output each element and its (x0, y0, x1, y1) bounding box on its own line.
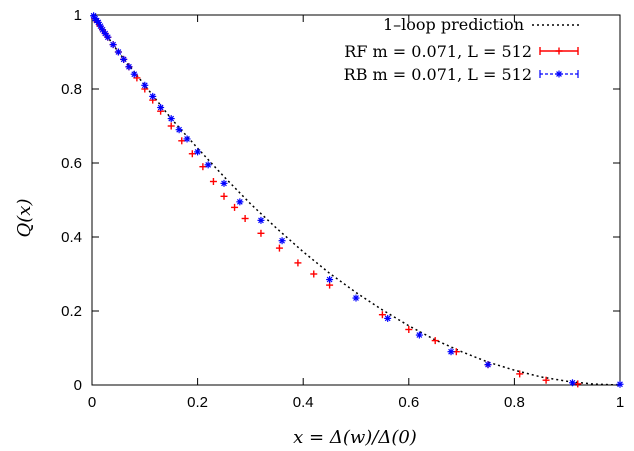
x-tick-label: 0.4 (293, 394, 314, 411)
x-tick-label: 0 (88, 394, 96, 411)
y-tick-label: 0.2 (61, 303, 82, 320)
legend-sample-rb (539, 70, 579, 78)
rb-point (257, 216, 265, 224)
rb-point (616, 380, 624, 388)
legend-label-rb: RB m = 0.071, L = 512 (344, 65, 532, 84)
rf-point (220, 192, 228, 200)
y-tick-label: 1 (74, 7, 82, 24)
legend-sample-rf (539, 47, 579, 55)
rf-point (209, 178, 217, 185)
rb-point (167, 115, 175, 123)
plot-border (91, 14, 621, 386)
plot-frame (91, 14, 621, 386)
legend-marker-rb (555, 70, 563, 78)
prediction-curve (91, 14, 621, 386)
rf-point (257, 229, 265, 237)
rb-point (149, 92, 157, 100)
rf-point (199, 163, 207, 171)
rb-point (104, 33, 112, 41)
plot-series (90, 12, 624, 388)
legend-label-prediction: 1–loop prediction (383, 15, 524, 34)
rf-point (294, 259, 302, 267)
rb-point (130, 70, 138, 78)
rb-point (352, 294, 360, 302)
rf-point (431, 337, 439, 345)
rb-point (484, 361, 492, 369)
rf-point (241, 215, 249, 222)
rb-point (125, 63, 133, 71)
y-tick-label: 0 (74, 377, 82, 394)
x-tick-label: 0.6 (398, 394, 419, 411)
rb-point (384, 314, 392, 322)
rb-point (194, 148, 202, 156)
y-tick-label: 0.6 (61, 155, 82, 172)
rb-point (175, 126, 183, 134)
rf-point (310, 270, 318, 278)
rb-point (101, 30, 109, 37)
rb-point (326, 276, 334, 284)
rb-point (114, 48, 122, 56)
rb-point (278, 237, 286, 245)
x-tick-label: 1 (616, 394, 624, 411)
x-tick-label: 0.8 (504, 394, 525, 411)
rf-point (178, 137, 186, 145)
rb-point (568, 379, 576, 387)
rf-point (188, 150, 196, 158)
rf-point (405, 326, 413, 333)
rf-point (542, 376, 550, 384)
legend: 1–loop prediction RF m = 0.071, L = 512 … (344, 15, 582, 84)
rb-point (204, 161, 212, 169)
rb-point (183, 135, 191, 143)
legend-label-rf: RF m = 0.071, L = 512 (344, 42, 532, 61)
rb-point (157, 104, 165, 111)
rf-point (516, 370, 524, 378)
rf-point (231, 203, 239, 211)
rb-point (99, 26, 107, 34)
rf-point (574, 380, 582, 388)
x-axis-label: x = Δ(w)/Δ(0) (293, 427, 417, 448)
rb-point (220, 179, 228, 187)
rf-point (133, 74, 141, 82)
y-axis: 0 0.2 0.4 0.6 0.8 1 (61, 7, 620, 394)
rb-point (415, 331, 423, 339)
rf-point (275, 244, 283, 252)
x-axis: 0 0.2 0.4 0.6 0.8 1 (88, 15, 624, 411)
rb-point (109, 41, 117, 49)
rb-point (120, 55, 128, 63)
y-tick-label: 0.8 (61, 81, 82, 98)
rf-point (378, 311, 386, 319)
legend-marker-rf (555, 47, 563, 55)
y-tick-label: 0.4 (61, 229, 82, 246)
rb-point (236, 198, 244, 206)
rb-point (447, 348, 455, 356)
rf-point (167, 122, 175, 130)
x-tick-label: 0.2 (187, 394, 208, 411)
y-axis-label: Q(x) (14, 199, 35, 238)
rb-point (141, 81, 149, 89)
